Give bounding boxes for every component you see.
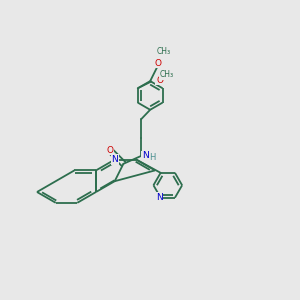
Text: H: H [149,153,156,162]
Text: N: N [156,193,163,202]
Text: O: O [106,146,113,154]
Text: CH₃: CH₃ [160,70,174,79]
Text: CH₃: CH₃ [157,47,171,56]
Text: N: N [111,155,118,164]
Text: N: N [142,152,148,160]
Text: O: O [154,58,161,68]
Text: O: O [156,76,163,85]
